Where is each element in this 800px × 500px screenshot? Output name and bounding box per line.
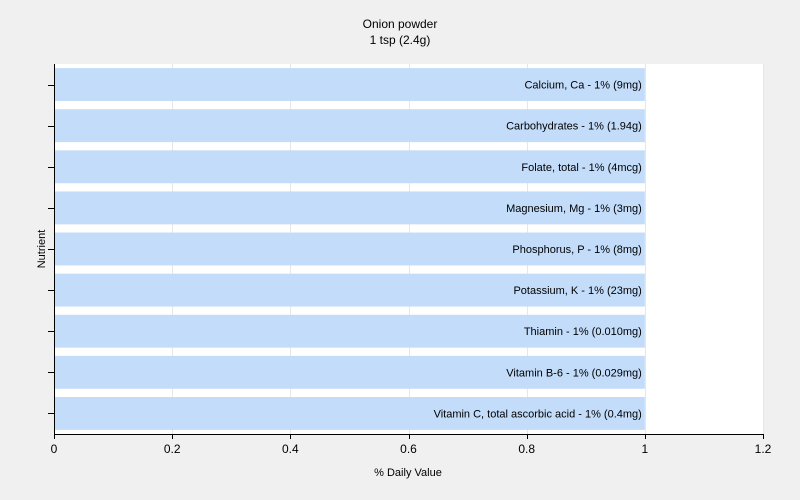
bar bbox=[54, 191, 645, 225]
bar-label: Potassium, K - 1% (23mg) bbox=[513, 285, 641, 297]
axes: 0 0.2 0.4 0.6 0.8 1 1.2 bbox=[48, 64, 772, 456]
x-tick-label: 1.2 bbox=[755, 442, 772, 456]
bar-label: Folate, total - 1% (4mcg) bbox=[521, 162, 641, 174]
chart-subtitle: 1 tsp (2.4g) bbox=[370, 33, 431, 47]
x-tick-label: 0.4 bbox=[282, 442, 299, 456]
bar bbox=[54, 68, 645, 101]
bar-label: Vitamin C, total ascorbic acid - 1% (0.4… bbox=[434, 408, 642, 420]
bar bbox=[54, 109, 645, 143]
x-tick-label: 0.8 bbox=[518, 442, 535, 456]
bar bbox=[54, 273, 645, 307]
bar-label: Carbohydrates - 1% (1.94g) bbox=[506, 121, 642, 133]
bar-label: Thiamin - 1% (0.010mg) bbox=[524, 326, 642, 338]
bar bbox=[54, 232, 645, 266]
bar bbox=[54, 355, 645, 389]
x-tick-label: 0 bbox=[51, 442, 58, 456]
bar-label: Phosphorus, P - 1% (8mg) bbox=[512, 244, 641, 256]
x-tick-label: 0.6 bbox=[400, 442, 417, 456]
bar-label: Magnesium, Mg - 1% (3mg) bbox=[506, 203, 642, 215]
x-axis-label: % Daily Value bbox=[374, 467, 442, 479]
bar bbox=[54, 150, 645, 184]
x-tick-label: 0.2 bbox=[164, 442, 181, 456]
bar-label: Vitamin B-6 - 1% (0.029mg) bbox=[506, 367, 642, 379]
chart-title: Onion powder bbox=[363, 17, 438, 31]
bar bbox=[54, 397, 645, 430]
y-axis-label: Nutrient bbox=[36, 230, 48, 269]
bars: Calcium, Ca - 1% (9mg) Carbohydrates - 1%… bbox=[54, 68, 645, 430]
bar-label: Calcium, Ca - 1% (9mg) bbox=[524, 80, 641, 92]
x-tick-label: 1 bbox=[641, 442, 648, 456]
bar bbox=[54, 314, 645, 348]
